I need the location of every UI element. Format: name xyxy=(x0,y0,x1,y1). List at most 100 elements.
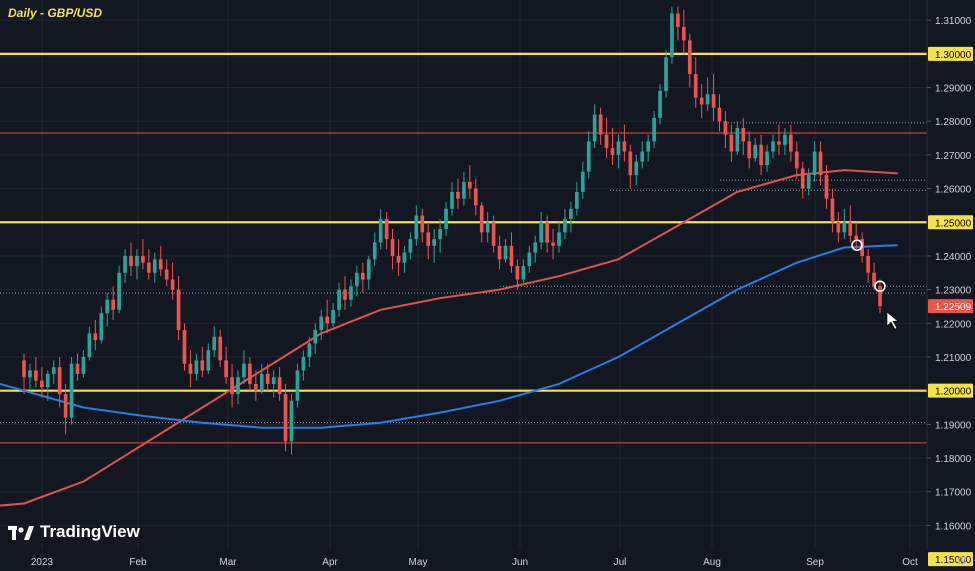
candle-up xyxy=(640,141,645,169)
moving-average-line xyxy=(0,169,898,507)
candle-up xyxy=(331,303,335,327)
candle-down xyxy=(497,235,502,270)
y-tick-label: 1.29000 xyxy=(935,84,972,95)
candle-body xyxy=(117,272,121,310)
candle-body xyxy=(182,330,187,364)
candle-body xyxy=(402,252,407,263)
candle-body xyxy=(872,272,876,287)
candle-down xyxy=(818,141,823,186)
candle-up xyxy=(652,111,656,149)
candle-down xyxy=(164,259,169,287)
candle-up xyxy=(569,202,573,233)
candle-body xyxy=(141,255,145,263)
candle-body xyxy=(741,127,746,142)
candle-down xyxy=(699,84,704,118)
candle-up xyxy=(563,208,567,240)
candle-up xyxy=(521,259,526,283)
candle-down xyxy=(141,239,145,270)
candle-down xyxy=(866,249,870,283)
candle-body xyxy=(658,90,662,118)
candle-up xyxy=(123,249,127,283)
candle-body xyxy=(586,141,591,172)
candle-body xyxy=(414,215,419,240)
key-level-label: 1.15000 xyxy=(935,555,972,566)
candle-down xyxy=(248,357,252,391)
candle-body xyxy=(158,259,163,270)
candle-up xyxy=(735,121,740,155)
candle-down xyxy=(800,161,805,199)
candle-body xyxy=(468,181,472,189)
candle-up xyxy=(533,235,538,263)
candle-down xyxy=(741,117,746,155)
candle-body xyxy=(676,13,680,27)
candle-down xyxy=(610,127,615,165)
candle-body xyxy=(331,309,335,324)
y-tick-label: 1.18000 xyxy=(935,454,972,465)
candle-body xyxy=(259,373,264,391)
candle-body xyxy=(355,272,359,287)
candle-body xyxy=(28,370,32,378)
candle-down xyxy=(420,208,425,243)
candle-body xyxy=(592,114,597,142)
candle-body xyxy=(711,94,716,108)
candle-body xyxy=(557,232,561,246)
candle-body xyxy=(295,370,300,401)
candle-down xyxy=(158,245,163,277)
candle-down xyxy=(111,286,115,320)
candle-body xyxy=(194,360,199,374)
candle-down xyxy=(22,353,26,395)
candle-body xyxy=(63,394,68,418)
candle-up xyxy=(194,353,199,381)
candle-body xyxy=(408,239,413,253)
candle-body xyxy=(147,262,151,273)
x-tick-label: Aug xyxy=(703,557,721,568)
candle-down xyxy=(230,363,234,408)
tradingview-logo-icon xyxy=(8,525,34,540)
candle-body xyxy=(509,245,514,267)
candle-down xyxy=(824,165,829,209)
candle-down xyxy=(717,94,722,132)
tradingview-logo-text: TradingView xyxy=(40,522,140,541)
candle-body xyxy=(705,94,710,105)
key-level-label-bg xyxy=(928,552,973,567)
x-tick-label: Jul xyxy=(614,557,627,568)
candle-up xyxy=(450,181,454,216)
candle-up xyxy=(378,208,383,250)
current-price-label-bg xyxy=(928,299,973,314)
settings-gear-icon[interactable]: ⚙ xyxy=(956,553,968,568)
candle-body xyxy=(277,377,282,395)
candle-down xyxy=(479,202,484,243)
candle-down xyxy=(468,165,472,199)
candle-down xyxy=(789,124,793,162)
candle-up xyxy=(438,218,442,253)
candle-down xyxy=(711,74,716,122)
candle-up xyxy=(783,127,787,155)
moving-averages xyxy=(0,169,898,507)
candle-body xyxy=(462,181,466,199)
candle-down xyxy=(729,124,734,162)
candle-down xyxy=(878,279,882,314)
candle-body xyxy=(777,141,781,145)
candle-up xyxy=(485,212,490,243)
candle-down xyxy=(254,370,258,401)
candle-body xyxy=(426,232,431,246)
candle-down xyxy=(473,178,478,216)
key-level-label: 1.25000 xyxy=(935,218,972,229)
candle-down xyxy=(343,276,347,310)
candle-body xyxy=(283,394,288,442)
candle-body xyxy=(527,252,532,267)
candle-body xyxy=(699,97,704,105)
candle-body xyxy=(682,26,686,41)
candle-up xyxy=(45,370,50,401)
candle-body xyxy=(771,141,775,152)
candle-down xyxy=(456,178,460,209)
candle-body xyxy=(372,242,377,260)
candle-down xyxy=(75,353,80,381)
candle-body xyxy=(57,367,62,395)
candle-body xyxy=(503,245,508,260)
candle-body xyxy=(40,380,44,388)
candle-body xyxy=(616,141,621,155)
candle-down xyxy=(747,131,752,169)
x-tick-label: May xyxy=(409,557,428,568)
